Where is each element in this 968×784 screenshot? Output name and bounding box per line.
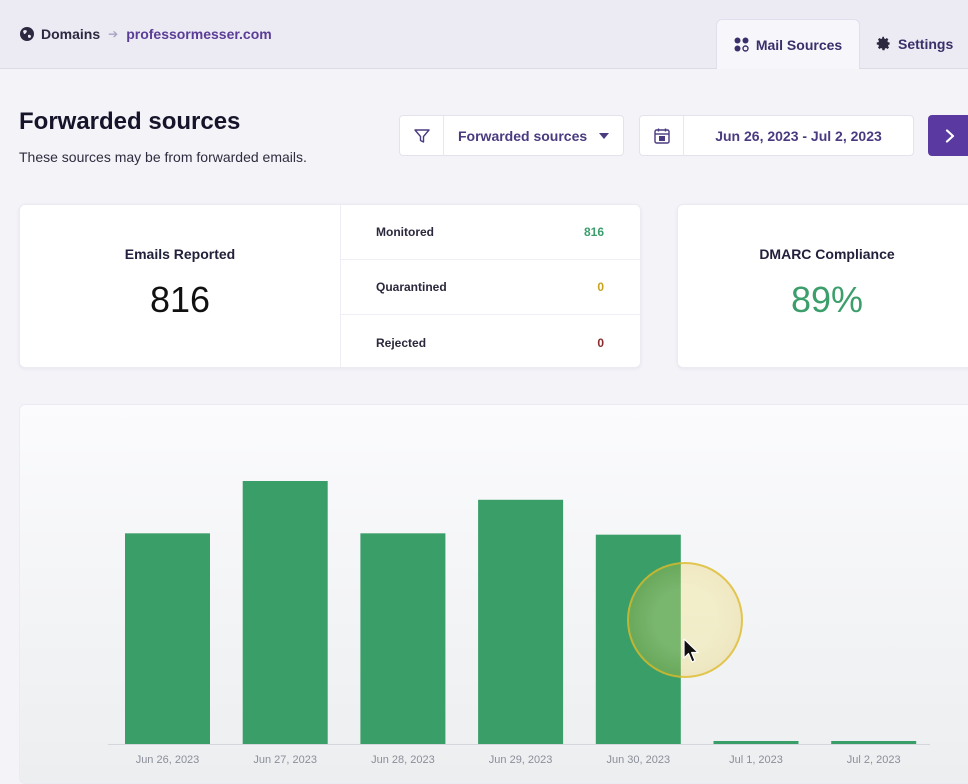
x-tick-label: Jul 1, 2023 (729, 754, 783, 766)
arrow-right-icon: ➔ (108, 27, 119, 41)
stat-value: 0 (597, 335, 604, 350)
daily-emails-chart: Jun 26, 2023 Jun 27, 2023 Jun 28, 2023 Jun … (19, 404, 968, 784)
x-tick-label: Jun 29, 2023 (489, 754, 553, 766)
caret-down-icon (599, 132, 609, 139)
bar-chart: Jun 26, 2023 Jun 27, 2023 Jun 28, 2023 Jun … (108, 481, 930, 766)
grid-dots-icon (734, 37, 749, 52)
tab-mail-sources-label: Mail Sources (755, 36, 843, 53)
x-tick-label: Jun 28, 2023 (371, 754, 435, 766)
page-subtitle: These sources may be from forwarded emai… (19, 149, 307, 165)
date-range-picker[interactable]: Jun 26, 2023 - Jul 2, 2023 (639, 115, 914, 156)
mouse-pointer-icon (683, 638, 699, 663)
breadcrumb-current-domain[interactable]: professormesser.com (126, 26, 272, 42)
dmarc-compliance-value: 89% (790, 279, 864, 320)
chart-bar[interactable] (831, 741, 917, 744)
date-range-value: Jun 26, 2023 - Jul 2, 2023 (715, 127, 882, 144)
x-tick-label: Jun 30, 2023 (606, 754, 670, 766)
chart-bar[interactable] (478, 499, 564, 744)
stat-row-rejected: Rejected 0 (340, 315, 640, 370)
filter-icon (413, 128, 430, 143)
stat-label: Quarantined (376, 280, 447, 294)
gear-icon (876, 36, 890, 51)
emails-reported-label: Emails Reported (124, 246, 236, 262)
globe-icon (20, 27, 34, 41)
cursor-highlight (627, 562, 743, 678)
emails-reported-value: 816 (149, 279, 211, 320)
filter-icon-wrap (400, 116, 444, 155)
stat-row-quarantined: Quarantined 0 (340, 260, 640, 315)
breadcrumb-domains-link[interactable]: Domains (41, 26, 101, 42)
top-bar: Domains ➔ professormesser.com Mail Sourc… (0, 0, 968, 69)
calendar-icon (653, 128, 670, 144)
emails-reported-card: Emails Reported 816 Monitored 816 Quaran… (19, 204, 641, 368)
stat-row-monitored: Monitored 816 (340, 205, 640, 260)
chart-bar[interactable] (125, 533, 210, 744)
page-title: Forwarded sources (19, 108, 241, 135)
calendar-icon-wrap (640, 116, 684, 155)
dmarc-compliance-label: DMARC Compliance (759, 246, 895, 262)
emails-reported-summary: Emails Reported 816 (20, 205, 341, 367)
breadcrumb: Domains ➔ professormesser.com (19, 26, 272, 42)
chevron-right-icon (945, 128, 955, 143)
tab-settings-label: Settings (898, 35, 954, 52)
stat-value: 0 (597, 280, 604, 294)
tab-settings[interactable]: Settings (876, 19, 953, 68)
chart-bar[interactable] (242, 481, 328, 744)
stat-value: 816 (583, 225, 604, 239)
stat-label: Rejected (376, 335, 427, 350)
chart-bar[interactable] (713, 741, 799, 744)
source-filter-value: Forwarded sources (458, 127, 588, 144)
chart-bar[interactable] (360, 533, 446, 744)
stat-label: Monitored (376, 225, 434, 239)
x-tick-label: Jul 2, 2023 (847, 754, 901, 766)
source-filter-dropdown[interactable]: Forwarded sources (399, 115, 624, 156)
dmarc-compliance-card: DMARC Compliance 89% (677, 204, 968, 368)
x-tick-label: Jun 27, 2023 (253, 754, 317, 766)
apply-next-button[interactable] (928, 115, 968, 156)
tab-mail-sources[interactable]: Mail Sources (716, 19, 860, 69)
x-tick-label: Jun 26, 2023 (136, 754, 200, 766)
